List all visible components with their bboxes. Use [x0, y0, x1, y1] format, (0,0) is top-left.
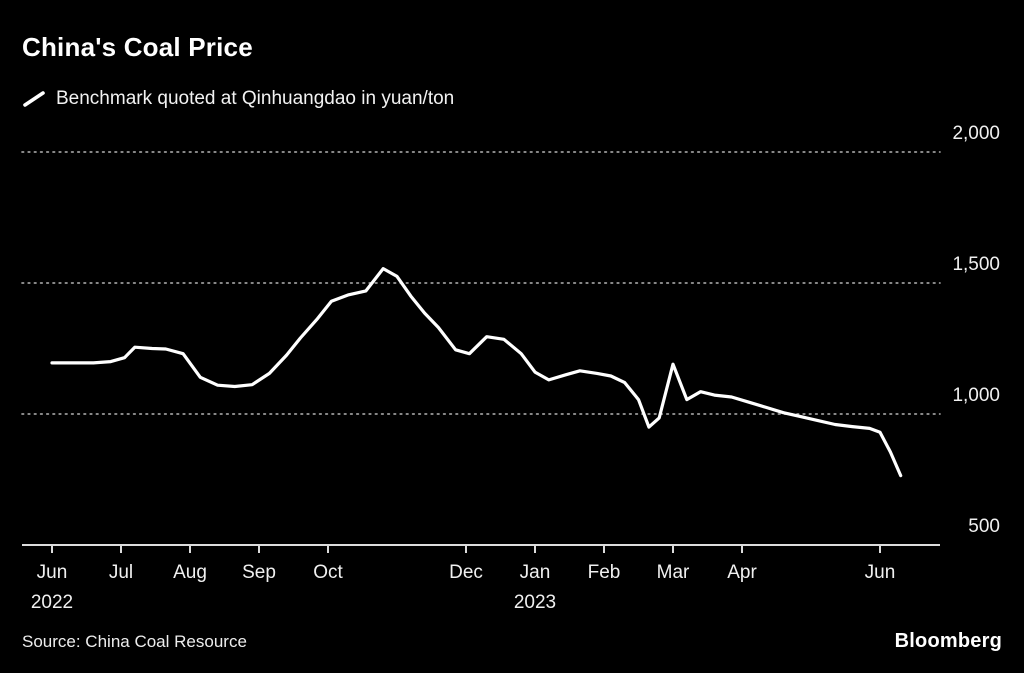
- x-axis-label: Aug: [173, 562, 207, 583]
- line-series-icon: [23, 91, 45, 107]
- chart-title: China's Coal Price: [22, 32, 253, 62]
- x-axis-label: Apr: [727, 562, 757, 583]
- x-axis-label: Oct: [313, 562, 343, 583]
- legend: Benchmark quoted at Qinhuangdao in yuan/…: [22, 88, 454, 110]
- x-axis-year-label: 2023: [514, 592, 556, 613]
- x-axis-label: Feb: [588, 562, 621, 583]
- x-axis-label: Dec: [449, 562, 483, 583]
- x-axis-label: Jul: [109, 562, 133, 583]
- x-axis-label: Jun: [37, 562, 68, 583]
- y-axis-label: 1,500: [952, 254, 1000, 275]
- price-line: [50, 267, 903, 478]
- bloomberg-logo: Bloomberg: [894, 630, 1002, 652]
- y-axis-label: 2,000: [952, 123, 1000, 144]
- y-axis-label: 1,000: [952, 385, 1000, 406]
- x-axis-year-label: 2022: [31, 592, 73, 613]
- x-axis-label: Jun: [865, 562, 896, 583]
- x-axis-label: Jan: [520, 562, 551, 583]
- x-axis-label: Sep: [242, 562, 276, 583]
- y-axis-label: 500: [968, 516, 1000, 537]
- x-axis-label: Mar: [657, 562, 690, 583]
- source-note: Source: China Coal Resource: [22, 632, 247, 651]
- legend-label: Benchmark quoted at Qinhuangdao in yuan/…: [56, 88, 455, 109]
